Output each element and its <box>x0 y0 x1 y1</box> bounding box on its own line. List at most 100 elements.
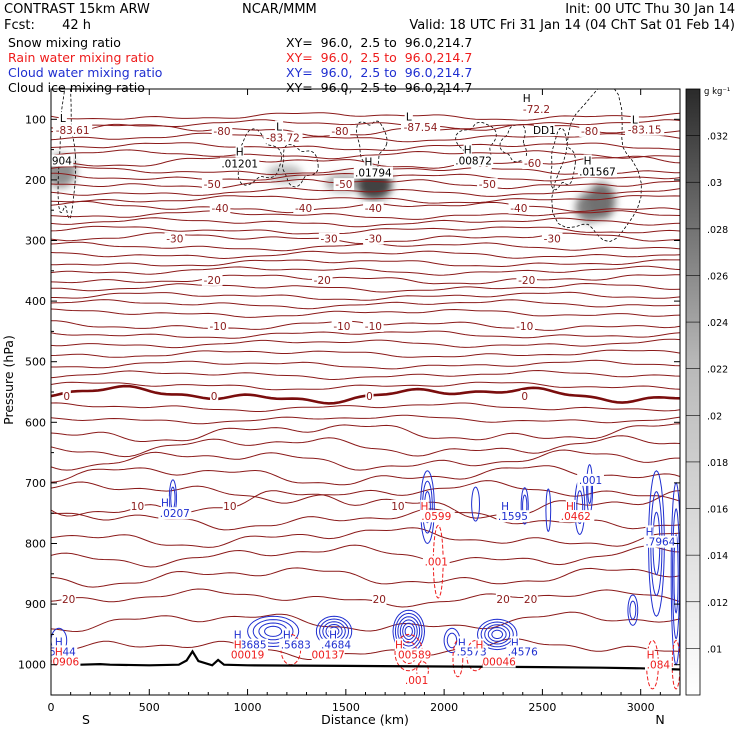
rain-max-label: .001 <box>405 675 428 687</box>
label-background <box>420 499 429 512</box>
source-label: NCAR/MMM <box>242 2 317 17</box>
cloud-ice-contour <box>551 89 642 243</box>
label-background <box>164 232 186 245</box>
isotherm <box>51 132 680 143</box>
label-background <box>522 157 543 170</box>
figure-title: CONTRAST 15km ARW <box>4 2 150 17</box>
label-background <box>53 124 93 137</box>
label-background <box>364 155 373 168</box>
isotherm-label: -40 <box>510 203 527 215</box>
label-background <box>207 319 229 332</box>
cloud-water-contour <box>484 624 511 645</box>
x-tick-label: 2000 <box>430 701 458 714</box>
label-background <box>644 658 672 671</box>
label-background <box>630 113 639 126</box>
y-tick-label: 200 <box>25 174 46 187</box>
snow-ice-max-label: H <box>584 156 592 168</box>
isotherm <box>51 330 680 339</box>
isotherm <box>51 435 680 458</box>
label-background <box>477 178 498 191</box>
isotherm <box>51 112 680 121</box>
extremum-label: L <box>60 113 66 125</box>
label-background <box>508 201 530 214</box>
colorbar-tick-label: .024 <box>707 318 728 329</box>
isotherm <box>51 210 680 220</box>
x-axis-title: Distance (km) <box>321 712 409 727</box>
y-tick-label: 100 <box>25 113 46 126</box>
isotherm <box>51 291 680 301</box>
label-background <box>235 145 244 158</box>
cloud-water-contour <box>487 626 507 642</box>
isotherm <box>51 465 680 486</box>
cloud-water-contour <box>670 481 680 666</box>
label-background <box>520 389 529 402</box>
isotherm-label: -50 <box>479 179 496 191</box>
cloud-water-max-label: H <box>511 637 519 649</box>
y-axis-title: Pressure (hPa) <box>1 335 16 425</box>
end-label-north: N <box>655 712 664 727</box>
cloud-water-contour <box>672 507 680 640</box>
plot-area: 10 10 10 20 20 20 20 0 0 0 0 -10 -10 -10 -10 -20 -20 -20 -… <box>42 88 681 696</box>
label-background <box>523 593 538 606</box>
snow-shading-blob <box>587 182 616 220</box>
label-background <box>328 628 338 641</box>
label-background <box>282 628 291 641</box>
isotherm-label: -40 <box>211 203 228 215</box>
isotherm <box>51 369 680 381</box>
isotherm <box>51 359 680 370</box>
field-xy-cloud-ice: XY= 96.0, 2.5 to 96.0,214.7 <box>286 80 472 95</box>
forecast-hours: 42 h <box>62 18 91 33</box>
cloud-water-max-label: .0207 <box>160 508 190 520</box>
cloud-water-contour <box>399 619 418 644</box>
label-background <box>210 389 219 402</box>
cloud-ice-contour <box>282 144 319 188</box>
label-background <box>329 124 351 137</box>
terrain-line <box>51 649 680 671</box>
extremum-label: -83.61 <box>56 125 90 137</box>
label-background <box>454 154 494 167</box>
isotherm-label: 10 <box>391 501 404 513</box>
isotherm <box>51 449 680 471</box>
label-background <box>231 648 265 661</box>
y-tick-label: 300 <box>25 235 46 248</box>
label-background <box>534 124 555 137</box>
cloud-water-contour <box>480 621 514 648</box>
colorbar-tick-label: .01 <box>707 644 722 655</box>
field-xy-cloud-water: XY= 96.0, 2.5 to 96.0,214.7 <box>286 65 472 80</box>
label-background <box>643 535 677 548</box>
label-background <box>160 496 170 509</box>
labeled-isotherm <box>51 123 680 137</box>
cloud-water-max-label: H <box>161 497 169 509</box>
temperature-contours <box>51 112 680 660</box>
isotherm-label: 20 <box>62 594 75 606</box>
y-tick-label: 800 <box>25 538 46 551</box>
rain-max-label: 00137 <box>311 649 344 661</box>
cloud-water-max-label: H <box>458 637 466 649</box>
label-background <box>61 593 76 606</box>
isotherm <box>51 338 680 349</box>
snow-ice-max-label: H <box>464 145 472 157</box>
terrain-profile <box>51 649 680 671</box>
label-background <box>363 319 384 332</box>
colorbar-tick-label: .032 <box>707 132 728 143</box>
rain-max-label: H <box>234 640 242 652</box>
rain-max-label: H <box>476 640 484 652</box>
cloud-water-contour <box>629 600 637 620</box>
label-background <box>565 499 575 512</box>
label-background <box>333 178 355 191</box>
label-background <box>496 510 530 523</box>
isotherm <box>51 250 680 260</box>
isotherm-label: 20 <box>496 594 509 606</box>
label-background <box>331 319 353 332</box>
label-background <box>522 92 531 105</box>
label-background <box>54 645 63 658</box>
y-tick-label: 700 <box>25 477 46 490</box>
colorbar-tick-label: .016 <box>707 505 728 516</box>
snow-ice-max-label: .1904 <box>42 156 72 168</box>
label-background <box>482 655 516 668</box>
field-name-cloud-ice: Cloud ice mixing ratio <box>8 80 145 95</box>
label-background <box>51 655 81 668</box>
init-time: Init: 00 UTC Thu 30 Jan 14 <box>565 2 735 17</box>
cloud-water-contour <box>673 533 679 614</box>
